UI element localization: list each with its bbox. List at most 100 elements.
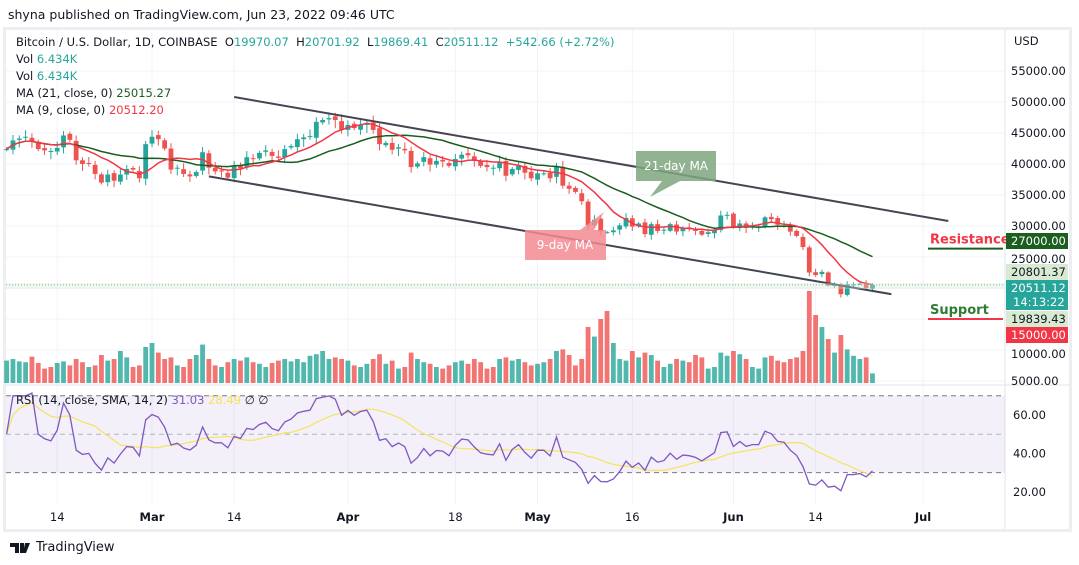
vol-value: 6.434K [36,52,78,66]
candle-body [617,225,623,230]
volume-bar [471,359,477,383]
volume-bar [339,359,344,383]
volume-bar [629,351,635,383]
high-label: H [296,35,305,49]
rsi-value: 31.03 [171,393,205,407]
volume-bar [617,359,623,383]
time-tick-label: 14 [227,510,242,524]
candle-body [200,152,205,171]
volume-bar [686,362,692,383]
volume-bar [86,367,92,383]
volume-bar [149,343,155,383]
volume-bar [484,368,490,383]
candle-body [674,224,679,232]
candle-body [806,247,812,273]
candle-body [838,284,844,295]
vol-legend[interactable]: Vol 6.434K [16,52,77,66]
volume-bar [592,336,597,383]
currency-label: USD [1014,34,1039,48]
volume-bar [4,360,10,383]
rsi-legend[interactable]: RSI (14, close, SMA, 14, 2) 31.03 28.49 … [16,393,268,407]
candle-body [604,232,610,234]
rsi-tick-label: 40.00 [1013,446,1046,460]
volume-bar [528,365,534,383]
candle-body [73,140,79,161]
high-value: 20701.92 [304,35,360,49]
volume-bar [250,362,256,383]
candle-body [174,167,180,169]
candle-body [870,284,875,289]
volume-bar [573,365,578,383]
price-tick-label: 10000.00 [1011,347,1066,361]
ma9-label: MA (9, close, 0) [16,103,106,117]
volume-bar [225,362,231,383]
volume-bar [560,349,566,383]
candle-body [358,124,363,130]
volume-bar [503,357,509,383]
candle-body [522,165,528,173]
candle-body [16,138,22,140]
volume-bar [42,368,47,383]
volume-bar [541,362,547,383]
volume-bar [731,351,736,383]
volume-bar [851,355,856,383]
candle-body [130,167,136,170]
candle-body [535,173,540,180]
price-tag [1006,280,1068,310]
volume-bar [648,355,654,383]
volume-bar [282,359,288,383]
support-label: Support [930,303,989,318]
volume-bar [535,363,540,383]
candle-body [693,229,698,231]
candle-body [193,172,199,176]
rsi-tick-label: 20.00 [1013,485,1046,499]
resistance-label: Resistance [930,233,1010,248]
tradingview-logo[interactable]: TradingView [10,540,115,555]
volume-bar [48,367,54,383]
candle-body [560,166,566,186]
ma9-callout-text: 9-day MA [537,238,594,252]
candle-body [307,136,313,138]
candle-body [263,150,269,152]
volume-bar [332,357,338,383]
volume-bar [712,367,717,383]
volume-bar [566,355,572,383]
candle-body [547,172,553,179]
candle-body [528,171,534,179]
volume-bar [870,373,875,383]
candle-body [427,158,433,165]
vol-legend-2[interactable]: Vol 6.434K [16,69,77,83]
volume-bar [269,363,275,383]
rsi-extra: ∅ ∅ [244,393,269,407]
price-tick-label: 30000.00 [1011,219,1066,233]
volume-bar [105,360,111,383]
candle-body [478,160,484,166]
candle-body [269,151,275,156]
candle-body [143,144,149,179]
candle-body [768,216,774,220]
price-tag-text: 15000.00 [1011,328,1066,342]
symbol-name: Bitcoin / U.S. Dollar, 1D, COINBASE [16,35,218,49]
candle-body [629,218,635,227]
volume-bar [775,360,781,383]
ma21-legend[interactable]: MA (21, close, 0) 25015.27 [16,86,171,100]
candle-body [452,159,458,167]
candle-body [832,284,837,286]
volume-bar [434,367,439,383]
rsi-label: RSI (14, close, SMA, 14, 2) [16,393,168,407]
candle-body [579,193,585,202]
volume-bar [762,357,768,383]
volume-bar [174,365,180,383]
ma9-legend[interactable]: MA (9, close, 0) 20512.20 [16,103,164,117]
candle-body [459,154,465,159]
volume-bar [642,352,648,383]
price-tick-label: 35000.00 [1011,188,1066,202]
volume-bar [16,361,22,383]
candle-body [415,163,420,167]
low-value: 19869.41 [373,35,429,49]
volume-bar [737,354,743,383]
candle-body [212,167,218,172]
volume-bar [294,359,300,383]
candle-body [339,121,344,130]
